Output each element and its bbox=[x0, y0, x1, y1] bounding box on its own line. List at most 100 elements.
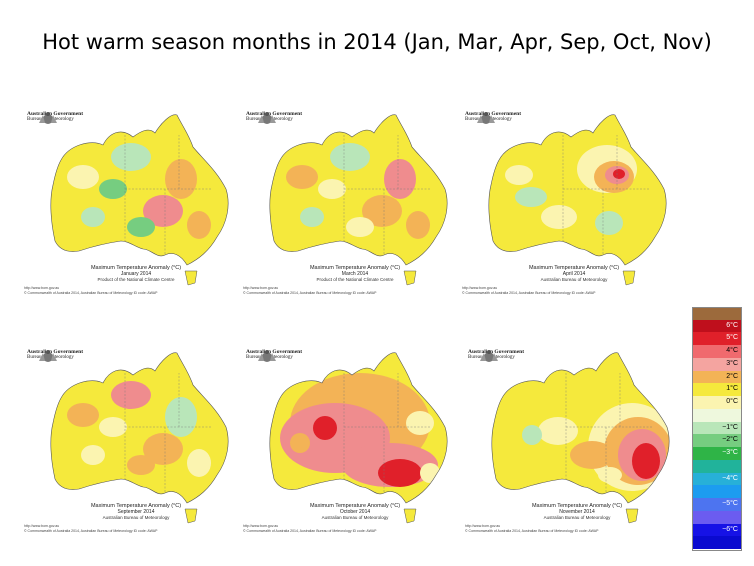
legend-swatch: 0°C bbox=[692, 396, 742, 409]
anomaly-region bbox=[127, 455, 155, 475]
anomaly-region bbox=[111, 143, 151, 171]
anomaly-region bbox=[67, 165, 99, 189]
legend-swatch: −5°C bbox=[692, 498, 742, 511]
anomaly-region bbox=[81, 445, 105, 465]
australia-anomaly-map bbox=[491, 352, 670, 524]
australia-anomaly-map bbox=[50, 114, 229, 286]
tasmania bbox=[403, 270, 417, 286]
anomaly-region bbox=[187, 211, 211, 239]
anomaly-region bbox=[598, 467, 622, 483]
anomaly-region bbox=[406, 211, 430, 239]
anomaly-region bbox=[541, 205, 577, 229]
agency-name: Australian Government bbox=[27, 349, 84, 355]
legend-label: 0°C bbox=[726, 398, 738, 406]
australia-anomaly-map bbox=[50, 352, 229, 524]
map-period: November 2014 bbox=[559, 509, 595, 515]
anomaly-region bbox=[99, 179, 127, 199]
legend-label: 1°C bbox=[726, 385, 738, 393]
australia-anomaly-map bbox=[269, 114, 448, 286]
anomaly-region bbox=[613, 169, 625, 179]
legend-swatch bbox=[692, 459, 742, 473]
map-producer: Product of the National Climate Centre bbox=[316, 277, 394, 282]
color-scale-legend: 6°C 5°C 4°C 3°C 2°C 1°C 0°C −1°C −2°C −3°C −4°C −5°… bbox=[692, 307, 742, 551]
footer-url: http://www.bom.gov.au bbox=[465, 524, 501, 528]
agency-name: Australian Government bbox=[27, 111, 84, 117]
map-heading: Maximum Temperature Anomaly (°C) bbox=[90, 265, 182, 271]
legend-label: 2°C bbox=[726, 372, 738, 380]
anomaly-region bbox=[318, 179, 346, 199]
legend-label: −3°C bbox=[722, 449, 738, 457]
coat-of-arms-icon bbox=[258, 350, 276, 362]
legend-swatch: 3°C bbox=[692, 357, 742, 371]
footer-copyright: © Commonwealth of Australia 2014, Austra… bbox=[24, 529, 158, 533]
anomaly-region bbox=[406, 411, 434, 435]
map-period: March 2014 bbox=[341, 271, 369, 277]
coastline bbox=[50, 114, 229, 266]
footer-copyright: © Commonwealth of Australia 2014, Austra… bbox=[462, 291, 596, 295]
map-producer: Australian Bureau of Meteorology bbox=[540, 277, 608, 282]
coastline bbox=[269, 352, 448, 504]
legend-swatch: 1°C bbox=[692, 383, 742, 397]
legend-swatch: 2°C bbox=[692, 370, 742, 384]
anomaly-region bbox=[515, 187, 547, 207]
coastline bbox=[269, 114, 448, 266]
anomaly-region bbox=[165, 159, 197, 199]
australia-anomaly-map bbox=[488, 114, 667, 286]
map-producer: Product of the National Climate Centre bbox=[97, 277, 175, 282]
coat-of-arms-icon bbox=[39, 112, 57, 124]
legend-swatch bbox=[692, 485, 742, 499]
anomaly-region bbox=[570, 441, 614, 469]
anomaly-region bbox=[187, 449, 211, 477]
footer-url: http://www.bom.gov.au bbox=[243, 286, 279, 290]
coastline bbox=[50, 352, 229, 504]
anomaly-region bbox=[378, 459, 422, 487]
coat-of-arms-icon bbox=[39, 350, 57, 362]
legend-label: −2°C bbox=[722, 436, 738, 444]
map-heading: Maximum Temperature Anomaly (°C) bbox=[528, 265, 620, 271]
anomaly-region bbox=[420, 463, 440, 483]
legend-swatch: −3°C bbox=[692, 447, 742, 460]
footer-copyright: © Commonwealth of Australia 2014, Austra… bbox=[243, 529, 377, 533]
legend-label: 5°C bbox=[726, 334, 738, 342]
map-caption: Maximum Temperature Anomaly (°C) October … bbox=[280, 503, 430, 520]
legend-label: −4°C bbox=[722, 474, 738, 482]
australia-anomaly-map bbox=[269, 352, 448, 524]
legend-swatch: −6°C bbox=[692, 523, 742, 537]
anomaly-region bbox=[127, 217, 155, 237]
map-period: April 2014 bbox=[562, 271, 586, 277]
coat-of-arms-icon bbox=[477, 112, 495, 124]
mainland-base-fill bbox=[50, 114, 229, 265]
map-caption: Maximum Temperature Anomaly (°C) November… bbox=[502, 503, 652, 520]
legend-label: −5°C bbox=[722, 500, 738, 508]
footer-copyright: © Commonwealth of Australia 2014, Austra… bbox=[243, 291, 377, 295]
mainland-base-fill bbox=[50, 352, 229, 503]
legend-swatch bbox=[692, 536, 742, 549]
anomaly-region bbox=[300, 207, 324, 227]
anomaly-region bbox=[99, 417, 127, 437]
tasmania bbox=[622, 270, 636, 286]
agency-name: Australian Government bbox=[468, 349, 525, 355]
anomaly-region bbox=[384, 159, 416, 199]
legend-swatch bbox=[692, 510, 742, 524]
tasmania bbox=[184, 270, 198, 286]
agency-name: Australian Government bbox=[465, 111, 522, 117]
anomaly-region bbox=[522, 425, 542, 445]
footer-copyright: © Commonwealth of Australia 2014, Austra… bbox=[24, 291, 158, 295]
anomaly-region bbox=[165, 397, 197, 437]
map-caption: Maximum Temperature Anomaly (°C) March 20… bbox=[280, 265, 430, 282]
anomaly-region bbox=[362, 195, 402, 227]
mainland-base-fill bbox=[269, 114, 448, 265]
footer-copyright: © Commonwealth of Australia 2014, Austra… bbox=[465, 529, 599, 533]
map-caption: Maximum Temperature Anomaly (°C) April 20… bbox=[499, 265, 649, 282]
